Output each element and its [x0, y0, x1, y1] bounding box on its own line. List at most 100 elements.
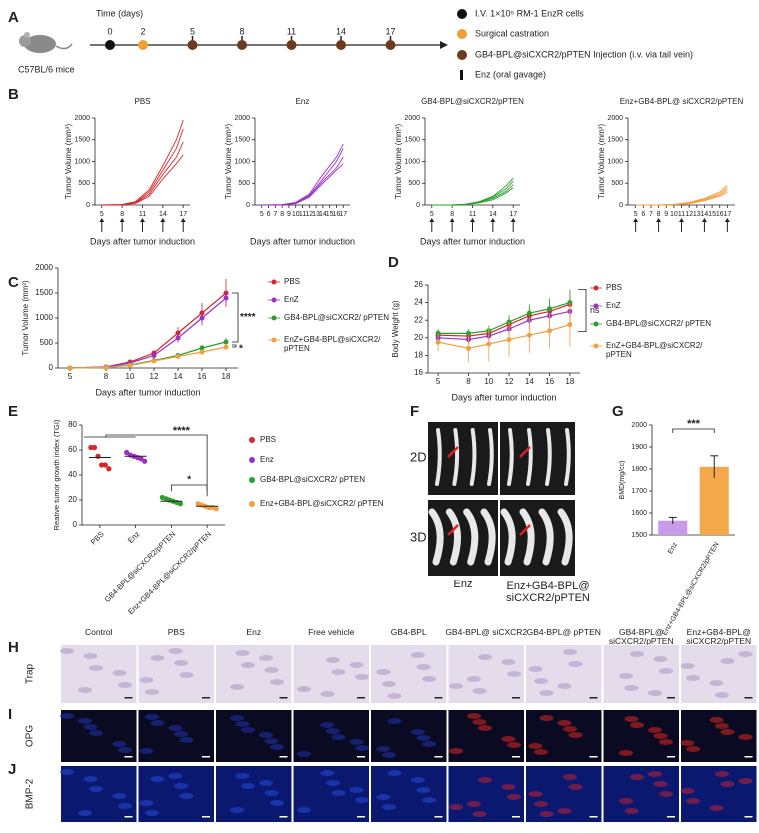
data-point	[106, 466, 112, 472]
tissue-texture	[507, 671, 521, 677]
red-arrow	[447, 446, 459, 458]
bone	[480, 508, 496, 566]
tissue-texture	[686, 798, 700, 804]
tissue-texture	[78, 810, 92, 816]
data-point	[567, 322, 573, 328]
x-tick-label: 10	[292, 211, 300, 218]
tissue-texture	[241, 783, 255, 789]
tissue-texture	[355, 745, 369, 751]
y-tick-label: 18	[414, 351, 423, 360]
series-line	[261, 163, 344, 206]
histology-tile	[61, 710, 137, 762]
injection-arrow-head	[724, 218, 730, 222]
tissue-texture	[528, 666, 543, 672]
tissue-texture	[449, 683, 463, 689]
scale-bar	[434, 756, 443, 758]
y-tick-label: 1000	[607, 158, 623, 165]
tissue-texture	[507, 794, 521, 800]
x-tick-label: 16	[716, 211, 724, 218]
tissue-texture	[659, 668, 673, 674]
scale-bar	[744, 756, 753, 758]
tissue-texture	[326, 780, 340, 786]
series-line	[431, 187, 514, 206]
scale-bar	[202, 756, 210, 758]
legend-text: Enz	[260, 455, 274, 464]
tissue-texture	[416, 664, 431, 670]
data-point	[526, 310, 532, 316]
x-tick-label: 13	[312, 211, 320, 218]
tissue-texture	[411, 652, 425, 658]
tissue-texture	[230, 715, 244, 721]
x-tick-label: 15	[708, 211, 716, 218]
tissue-texture	[179, 672, 194, 678]
tissue-texture	[382, 681, 396, 687]
y-tick-label: 2000	[74, 115, 90, 122]
y-tick-label: 1500	[35, 288, 53, 297]
timeline-legend-text: I.V. 1×10⁵ RM-1 EnzR cells	[475, 8, 584, 18]
injection-arrow-head	[656, 218, 662, 222]
series-line	[101, 120, 184, 206]
tissue-texture	[387, 693, 402, 699]
y-tick-label: 0	[49, 363, 54, 372]
tissue-texture	[235, 721, 250, 727]
y-tick-label: 20	[68, 495, 77, 504]
scale-bar	[667, 816, 675, 818]
bone	[557, 508, 573, 566]
y-tick-label: 500	[40, 338, 54, 347]
x-tick-label: 12	[150, 372, 159, 381]
legend-text-box: GB4-BPL@siCXCR2/ pPTEN	[606, 319, 711, 328]
histology-row-label: BMP-2	[25, 778, 36, 809]
injection-arrow-head	[449, 218, 455, 222]
tissue-texture	[680, 788, 695, 794]
scale-bar	[279, 816, 288, 818]
x-tick-label: 15	[326, 211, 334, 218]
panel-letter: J	[8, 761, 16, 778]
tissue-texture	[630, 774, 644, 780]
sig-label: ****	[240, 312, 256, 323]
scale-bar	[667, 756, 675, 758]
legend-text-box: EnZ+GB4-BPL@siCXCR2/ pPTEN	[284, 335, 380, 353]
timeline-day-marker	[385, 40, 396, 50]
scale-bar	[512, 697, 520, 699]
legend-text: Enz+GB4-BPL@siCXCR2/ pPTEN	[260, 499, 384, 508]
injection-arrow-head	[429, 218, 435, 222]
y-axis-label: Tumor Volume (mm³)	[64, 124, 73, 200]
mouse-head	[19, 35, 31, 47]
scale-bar	[124, 816, 133, 818]
x-tick-label: Enz	[667, 541, 679, 555]
x-tick-label: 7	[649, 211, 653, 218]
tissue-texture	[472, 719, 487, 725]
injection-arrow-head	[490, 218, 496, 222]
tissue-texture	[619, 798, 633, 804]
data-point	[177, 501, 183, 507]
y-tick-label: 0	[86, 202, 90, 209]
x-tick-label: 5	[634, 211, 638, 218]
data-point	[199, 345, 205, 351]
x-tick-label: 8	[120, 211, 124, 218]
legend-marker	[249, 477, 255, 483]
tissue-texture	[320, 722, 335, 728]
tissue-texture	[349, 739, 364, 745]
timeline-day-marker	[286, 40, 297, 50]
data-point	[127, 363, 133, 368]
tissue-texture	[349, 787, 364, 793]
bone	[500, 508, 516, 566]
x-axis-label: Days after tumor induction	[420, 236, 525, 246]
sig-label: ***	[687, 418, 701, 430]
series-line	[431, 184, 514, 206]
histology-column-label-box: GB4-BPL	[391, 628, 427, 637]
histology-column-label-box: Enz+GB4-BPL@ siCXCR2/pPTEN	[686, 628, 752, 646]
tissue-texture	[563, 649, 577, 655]
timeline-day-marker	[187, 40, 198, 50]
legend-text: EnZ	[606, 301, 621, 310]
histology-column-label: Enz+GB4-BPL@ siCXCR2/pPTEN	[686, 628, 752, 646]
y-tick-label: 24	[414, 298, 423, 307]
tissue-texture	[478, 777, 492, 783]
x-tick-label: 5	[430, 211, 434, 218]
x-tick-label: 9	[664, 211, 668, 218]
tissue-texture	[60, 713, 74, 719]
timeline-day-label: 8	[239, 26, 244, 36]
tissue-texture	[715, 723, 729, 729]
y-tick-label: 2000	[35, 263, 53, 272]
